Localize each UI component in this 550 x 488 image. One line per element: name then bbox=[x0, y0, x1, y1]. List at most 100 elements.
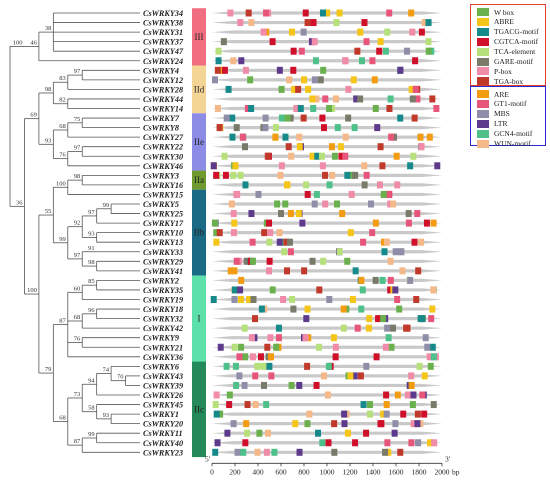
motif-box: ABRE bbox=[365, 324, 372, 332]
motif-box: GCN4-motif bbox=[263, 401, 270, 409]
motif-box: W box bbox=[247, 76, 254, 84]
motif-box: GT1-motif bbox=[385, 190, 392, 198]
subgroup-bar bbox=[192, 361, 206, 458]
motif-box: W box bbox=[304, 420, 311, 428]
gene-label: CsWRKY21 bbox=[143, 343, 183, 352]
motif-box: CGTCA-motif bbox=[290, 66, 297, 74]
motif-box: CGTCA-motif bbox=[412, 57, 419, 65]
motif-box: TCA-element bbox=[215, 47, 222, 55]
bootstrap-value: 74 bbox=[103, 367, 110, 374]
motif-box: TGACG-motif bbox=[319, 9, 326, 17]
motif-box: LTR bbox=[276, 238, 283, 246]
motif-box: GT1-motif bbox=[252, 372, 259, 380]
motif-box: ABRE bbox=[427, 439, 434, 447]
gene-label: CsWRKY9 bbox=[143, 334, 179, 343]
motif-box: GARE-motif bbox=[361, 181, 368, 189]
motif-box: WUN-motif bbox=[214, 105, 221, 112]
motif-box: GCN4-motif bbox=[385, 334, 392, 342]
motif-box: ARE bbox=[394, 391, 401, 399]
motif-box: ABRE bbox=[291, 85, 298, 93]
motif-box: W box bbox=[326, 105, 333, 112]
motif-box: ARE bbox=[243, 420, 250, 428]
motif-box: TGA-box bbox=[357, 372, 364, 380]
motif-box: P-box bbox=[418, 143, 425, 151]
motif-box: ABRE bbox=[350, 76, 357, 84]
axis-unit-label: bp bbox=[452, 467, 460, 476]
motif-box: P-box bbox=[230, 229, 237, 237]
motif-box: MBS bbox=[311, 76, 318, 84]
motif-box: CGTCA-motif bbox=[338, 152, 345, 160]
motif-box: ABRE bbox=[232, 162, 239, 170]
subgroup-label: IIc bbox=[194, 404, 204, 414]
motif-box: ARE bbox=[372, 219, 379, 227]
motif-box: LTR bbox=[296, 381, 303, 389]
motif-box: MBS bbox=[241, 381, 248, 389]
gene-label: CsWRKY26 bbox=[143, 391, 184, 400]
motif-box: MBS bbox=[392, 248, 399, 256]
axis-tick-label: 0 bbox=[210, 467, 214, 476]
motif-box: TGACG-motif bbox=[231, 286, 238, 294]
bootstrap-value: 73 bbox=[74, 391, 81, 398]
motif-box: WUN-motif bbox=[329, 171, 336, 179]
motif-box: P-box bbox=[431, 439, 438, 447]
motif-box: LTR bbox=[392, 286, 399, 294]
legend-swatch bbox=[477, 17, 489, 26]
motif-box: CGTCA-motif bbox=[313, 381, 320, 389]
motif-box: TGA-box bbox=[283, 267, 290, 275]
bootstrap-value: 98 bbox=[45, 86, 52, 93]
motif-box: GCN4-motif bbox=[334, 124, 341, 132]
motif-box: TGACG-motif bbox=[229, 114, 236, 122]
motif-box: WUN-motif bbox=[321, 372, 328, 380]
motif-box: ARE bbox=[238, 276, 245, 284]
motif-box: W box bbox=[409, 401, 416, 409]
motif-box: TGA-box bbox=[415, 267, 422, 275]
motif-box: ABRE bbox=[305, 85, 312, 93]
legend-item: P-box bbox=[477, 66, 512, 76]
motif-box: CGTCA-motif bbox=[304, 190, 311, 198]
motif-box: WUN-motif bbox=[342, 133, 349, 141]
motif-box: CGTCA-motif bbox=[387, 286, 394, 294]
motif-box: MBS bbox=[311, 200, 318, 208]
five-prime-label: 5' bbox=[205, 454, 211, 463]
motif-box: GARE-motif bbox=[220, 38, 227, 46]
motif-box: MBS bbox=[424, 343, 431, 351]
motif-box: GT1-motif bbox=[287, 248, 294, 256]
subgroup-label: III bbox=[195, 32, 204, 42]
motif-box: GARE-motif bbox=[278, 210, 284, 218]
gene-label: CsWRKY36 bbox=[143, 353, 184, 362]
motif-box: ARE bbox=[272, 133, 279, 141]
motif-box: LTR bbox=[217, 343, 224, 351]
promoter-tracks: ABREP-boxABREARECGTCA-motifGT1-motifP-bo… bbox=[210, 9, 442, 456]
motif-box: P-box bbox=[213, 391, 220, 399]
motif-box: W box bbox=[288, 381, 295, 389]
gene-label: CsWRKY3 bbox=[143, 171, 179, 180]
gene-label: CsWRKY42 bbox=[143, 324, 183, 333]
motif-box: P-box bbox=[293, 105, 300, 112]
motif-box: CGTCA-motif bbox=[383, 391, 390, 399]
motif-box: WUN-motif bbox=[324, 391, 331, 399]
motif-box: WUN-motif bbox=[399, 267, 406, 275]
motif-box: TGA-box bbox=[261, 229, 268, 237]
motif-box: TCA-element bbox=[336, 248, 343, 256]
motif-box: P-box bbox=[230, 210, 237, 218]
motif-box: P-box bbox=[394, 181, 401, 189]
legend-item: TGA-box bbox=[477, 76, 523, 86]
motif-box: TGACG-motif bbox=[407, 162, 414, 170]
motif-box: P-box bbox=[242, 66, 249, 74]
motif-box: GCN4-motif bbox=[232, 362, 239, 370]
motif-box: TGA-box bbox=[244, 401, 251, 409]
motif-box: TGACG-motif bbox=[212, 448, 219, 456]
motif-box: CGTCA-motif bbox=[222, 171, 229, 179]
motif-box: P-box bbox=[227, 9, 234, 17]
gene-label: CsWRKY27 bbox=[143, 133, 184, 142]
promoter-track bbox=[212, 250, 442, 254]
promoter-track bbox=[212, 336, 442, 340]
motif-box: LTR bbox=[397, 66, 404, 74]
motif-box: GT1-motif bbox=[394, 296, 401, 303]
subgroup-label: IIa bbox=[194, 175, 204, 185]
legend-swatch bbox=[477, 37, 489, 46]
motif-box: GARE-motif bbox=[331, 448, 338, 456]
legend-label: W box bbox=[494, 7, 515, 17]
motif-box: CGTCA-motif bbox=[376, 47, 383, 55]
motif-box: GCN4-motif bbox=[319, 439, 326, 447]
